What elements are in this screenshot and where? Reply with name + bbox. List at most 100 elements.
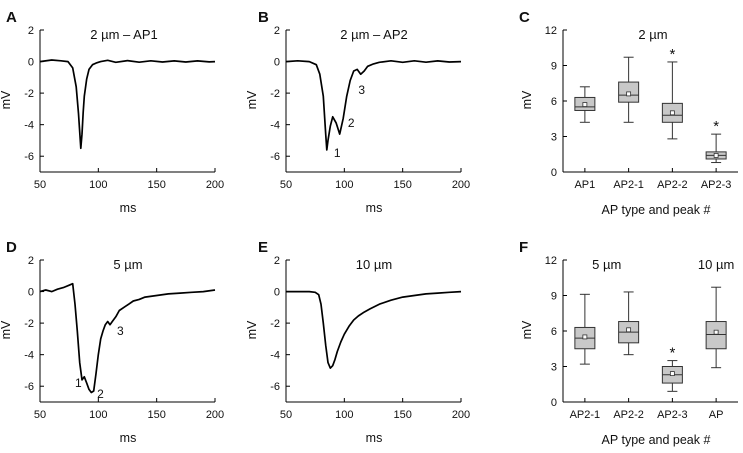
y-tick-label: 0 xyxy=(274,287,280,299)
panel-c-label: C xyxy=(519,9,530,26)
y-tick-label: 6 xyxy=(551,326,557,338)
y-tick-label: -4 xyxy=(270,350,280,362)
box-ap xyxy=(705,321,727,350)
y-tick-label: 3 xyxy=(551,132,557,144)
y-tick-label: 3 xyxy=(551,362,557,374)
x-tick-label: 200 xyxy=(452,409,470,421)
y-tick-label: -6 xyxy=(24,381,34,393)
x-tick-label: 50 xyxy=(34,409,46,421)
panel-b-ylabel: mV xyxy=(245,90,259,109)
y-tick-label: -6 xyxy=(270,381,280,393)
significance-star: * xyxy=(713,118,719,135)
panel-b-trace xyxy=(285,59,462,151)
mean-marker xyxy=(582,334,588,340)
panel-f: F mV AP type and peak # 0 3 6 9 12 AP2-1 AP2-2… xyxy=(519,239,738,447)
panel-b-label: B xyxy=(258,9,269,26)
panel-e-trace xyxy=(286,290,462,369)
group-label: 5 µm xyxy=(592,257,621,272)
x-tick-label: 200 xyxy=(206,409,224,421)
y-tick-label: -2 xyxy=(24,88,34,100)
y-tick-label: -2 xyxy=(270,318,280,330)
panel-d-xlabel: ms xyxy=(120,431,137,445)
y-tick-label: 0 xyxy=(274,57,280,69)
panel-c: C 2 µm mV AP type and peak # 0 3 6 9 12 AP1 AP… xyxy=(519,9,738,217)
panel-a-trace xyxy=(39,59,216,150)
y-tick-label: -2 xyxy=(270,88,280,100)
panel-d: D 5 µm mV ms 2 0 -2 -4 -6 50 100 150 200 1 2 3 xyxy=(0,239,224,445)
peak-label: 1 xyxy=(334,146,341,160)
x-tick-label: 200 xyxy=(452,179,470,191)
mean-marker xyxy=(713,153,719,158)
panel-a-ylabel: mV xyxy=(0,90,13,109)
y-tick-label: -2 xyxy=(24,318,34,330)
y-tick-label: -4 xyxy=(24,350,34,362)
y-tick-label: 2 xyxy=(28,25,34,37)
panel-c-title: 2 µm xyxy=(638,27,667,42)
x-tick-label: 200 xyxy=(206,179,224,191)
peak-label: 2 xyxy=(97,387,104,401)
panel-f-ylabel: mV xyxy=(520,320,534,339)
peak-label: 1 xyxy=(75,376,82,390)
category-label: AP2-1 xyxy=(613,179,644,191)
panel-e-xlabel: ms xyxy=(366,431,383,445)
x-tick-label: 50 xyxy=(280,179,292,191)
y-tick-label: 9 xyxy=(551,291,557,303)
y-tick-label: -6 xyxy=(270,151,280,163)
category-label: AP2-2 xyxy=(613,409,644,421)
panel-c-xlabel: AP type and peak # xyxy=(602,203,711,217)
x-tick-label: 150 xyxy=(147,409,165,421)
category-label: AP2-2 xyxy=(657,179,688,191)
x-tick-label: 150 xyxy=(147,179,165,191)
category-label: AP2-1 xyxy=(570,409,601,421)
y-tick-label: 12 xyxy=(545,255,557,267)
mean-marker xyxy=(626,327,632,333)
panel-e-ylabel: mV xyxy=(245,320,259,339)
significance-star: * xyxy=(669,345,675,362)
x-tick-label: 100 xyxy=(335,409,353,421)
category-label: AP2-3 xyxy=(657,409,688,421)
panel-a-title: 2 µm – AP1 xyxy=(90,27,157,42)
peak-label: 3 xyxy=(117,324,124,338)
category-label: AP1 xyxy=(574,179,595,191)
mean-marker xyxy=(626,91,632,97)
y-tick-label: 0 xyxy=(551,167,557,179)
y-tick-label: -4 xyxy=(24,120,34,132)
panel-e-label: E xyxy=(258,239,268,256)
x-tick-label: 150 xyxy=(393,179,411,191)
mean-marker xyxy=(582,102,588,107)
panel-a: A 2 µm – AP1 mV ms 2 0 -2 -4 -6 50 100 150 200 xyxy=(0,9,224,215)
peak-label: 3 xyxy=(358,83,365,97)
significance-star: * xyxy=(669,46,675,63)
y-tick-label: 6 xyxy=(551,96,557,108)
mean-marker xyxy=(669,110,675,116)
peak-label: 2 xyxy=(348,116,355,130)
panel-d-title: 5 µm xyxy=(113,257,142,272)
x-tick-label: 150 xyxy=(393,409,411,421)
panel-e: E 10 µm mV ms 2 0 -2 -4 -6 50 100 150 200 xyxy=(245,239,470,445)
y-tick-label: 2 xyxy=(28,255,34,267)
category-label: AP2-3 xyxy=(701,179,732,191)
x-tick-label: 100 xyxy=(89,179,107,191)
x-tick-label: 50 xyxy=(34,179,46,191)
x-tick-label: 100 xyxy=(335,179,353,191)
panel-d-label: D xyxy=(6,239,17,256)
panel-e-title: 10 µm xyxy=(356,257,392,272)
panel-d-ylabel: mV xyxy=(0,320,13,339)
mean-marker xyxy=(713,329,719,335)
panel-d-trace xyxy=(39,282,216,394)
panel-b-xlabel: ms xyxy=(366,201,383,215)
panel-f-xlabel: AP type and peak # xyxy=(602,433,711,447)
y-tick-label: 2 xyxy=(274,255,280,267)
y-tick-label: -6 xyxy=(24,151,34,163)
x-tick-label: 50 xyxy=(280,409,292,421)
group-label: 10 µm xyxy=(698,257,734,272)
x-tick-label: 100 xyxy=(89,409,107,421)
panel-a-label: A xyxy=(6,9,17,26)
panel-b-title: 2 µm – AP2 xyxy=(340,27,407,42)
y-tick-label: 12 xyxy=(545,25,557,37)
y-tick-label: -4 xyxy=(270,120,280,132)
y-tick-label: 0 xyxy=(28,57,34,69)
panel-a-xlabel: ms xyxy=(120,201,137,215)
panel-c-ylabel: mV xyxy=(520,90,534,109)
